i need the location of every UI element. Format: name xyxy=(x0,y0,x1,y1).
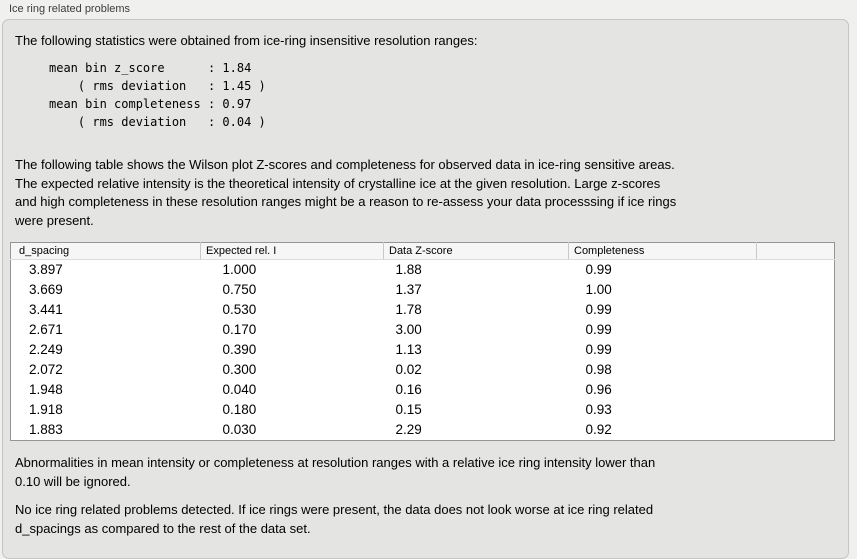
table-cell: 3.441 xyxy=(29,302,63,317)
table-cell: 0.390 xyxy=(222,342,257,357)
table-cell: 1.00 xyxy=(585,282,612,297)
column-header[interactable]: Completeness xyxy=(568,242,757,260)
table-cell: 2.671 xyxy=(29,322,63,337)
table-cell: 0.15 xyxy=(395,402,422,417)
table-cell: 0.16 xyxy=(395,382,422,397)
table-cell: 1.13 xyxy=(395,342,422,357)
column-header[interactable]: Expected rel. I xyxy=(200,242,384,260)
column-header[interactable] xyxy=(756,242,835,260)
table-cell: 1.000 xyxy=(222,262,257,277)
table-cell xyxy=(757,420,835,441)
table-cell xyxy=(757,360,835,380)
table-cell: 0.99 xyxy=(585,302,612,317)
note-text: Abnormalities in mean intensity or compl… xyxy=(15,455,656,489)
intro-text: The following statistics were obtained f… xyxy=(15,33,478,48)
statistics-block: mean bin z_score : 1.84 ( rms deviation … xyxy=(49,61,266,129)
table-cell: 0.92 xyxy=(585,422,612,437)
table-cell: 1.918 xyxy=(29,402,63,417)
column-header[interactable]: d_spacing xyxy=(10,242,201,260)
table-cell: 0.170 xyxy=(222,322,257,337)
table-header-row: d_spacing Expected rel. I Data Z-score Comp… xyxy=(10,242,835,260)
ice-ring-panel: The following statistics were obtained f… xyxy=(2,19,849,559)
table-cell: 1.37 xyxy=(395,282,422,297)
table-cell: 0.99 xyxy=(585,322,612,337)
table-cell: 2.249 xyxy=(29,342,63,357)
table-row[interactable]: 1.948 0.040 0.16 0.96 xyxy=(11,380,835,400)
table-row[interactable]: 3.897 1.000 1.88 0.99 xyxy=(11,260,835,281)
table-row[interactable]: 2.671 0.170 3.00 0.99 xyxy=(11,320,835,340)
table-cell: 1.883 xyxy=(29,422,63,437)
table-header: d_spacing Expected rel. I Data Z-score Comp… xyxy=(10,242,835,260)
table-cell: 3.00 xyxy=(395,322,422,337)
table-cell: 2.29 xyxy=(395,422,422,437)
table-cell: 0.030 xyxy=(222,422,257,437)
table-cell: 0.300 xyxy=(222,362,257,377)
table-cell: 0.99 xyxy=(585,342,612,357)
table-cell: 0.180 xyxy=(222,402,257,417)
table-cell: 0.750 xyxy=(222,282,257,297)
table-row[interactable]: 3.669 0.750 1.37 1.00 xyxy=(11,280,835,300)
table-cell: 1.88 xyxy=(395,262,422,277)
table-cell: 3.897 xyxy=(29,262,63,277)
table-cell: 3.669 xyxy=(29,282,63,297)
table-row[interactable]: 1.883 0.030 2.29 0.92 xyxy=(11,420,835,441)
table-cell xyxy=(757,320,835,340)
table-cell xyxy=(757,400,835,420)
table-cell: 0.98 xyxy=(585,362,612,377)
table-body: 3.897 1.000 1.88 0.99 3.669 0.750 1.37 1.00 3.44… xyxy=(11,260,835,441)
table-row[interactable]: 3.441 0.530 1.78 0.99 xyxy=(11,300,835,320)
table-cell: 0.99 xyxy=(585,262,612,277)
table-cell xyxy=(757,260,835,281)
table-row[interactable]: 1.918 0.180 0.15 0.93 xyxy=(11,400,835,420)
table-cell: 0.93 xyxy=(585,402,612,417)
description-text: The following table shows the Wilson plo… xyxy=(15,157,677,228)
table-row[interactable]: 2.072 0.300 0.02 0.98 xyxy=(11,360,835,380)
table-cell xyxy=(757,300,835,320)
ice-ring-table: d_spacing Expected rel. I Data Z-score Comp… xyxy=(10,242,835,441)
table-cell xyxy=(757,380,835,400)
conclusion-text: No ice ring related problems detected. I… xyxy=(15,502,654,536)
table-cell: 0.02 xyxy=(395,362,422,377)
table-cell: 1.78 xyxy=(395,302,422,317)
table-row[interactable]: 2.249 0.390 1.13 0.99 xyxy=(11,340,835,360)
table-cell xyxy=(757,340,835,360)
table-cell: 0.040 xyxy=(222,382,257,397)
column-header[interactable]: Data Z-score xyxy=(383,242,569,260)
table-cell: 0.530 xyxy=(222,302,257,317)
table-cell: 1.948 xyxy=(29,382,63,397)
table-cell: 2.072 xyxy=(29,362,63,377)
table-cell: 0.96 xyxy=(585,382,612,397)
groupbox-title: Ice ring related problems xyxy=(9,3,131,15)
table-cell xyxy=(757,280,835,300)
